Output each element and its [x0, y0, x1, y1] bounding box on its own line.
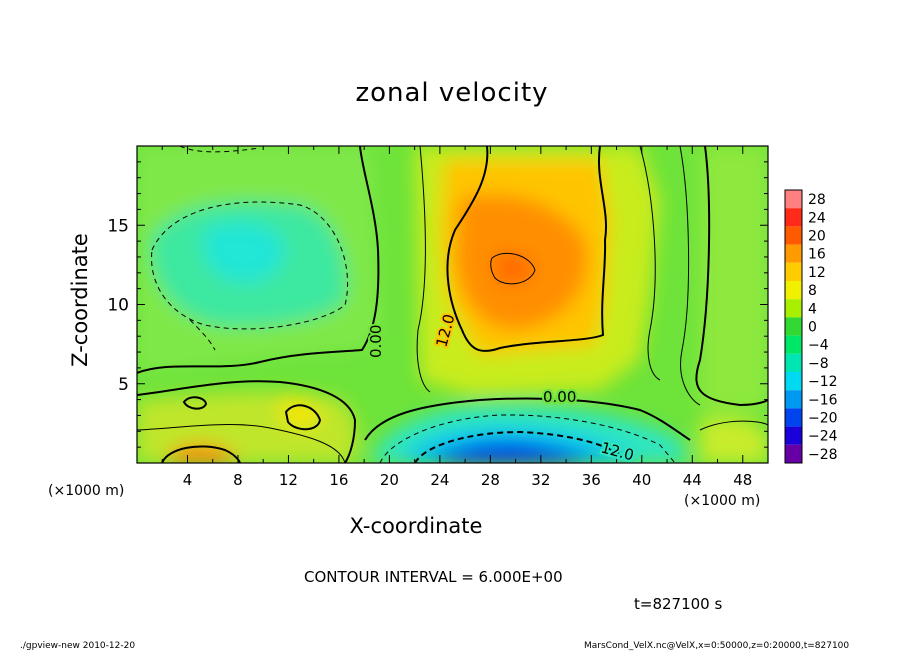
colorbar-swatch [785, 244, 802, 263]
y-axis-label: Z-coordinate [68, 233, 92, 367]
y-tick-label: 10 [107, 296, 129, 316]
x-tick-label: 12 [279, 471, 298, 489]
contour-line-top-dashed [179, 146, 261, 153]
y-axis-ticks: 5 10 15 [107, 161, 768, 448]
x-axis-ticks: 4 8 12 16 20 24 28 32 36 40 44 48 [161, 146, 752, 489]
x-tick-label: 8 [233, 471, 243, 489]
field-region-right [700, 146, 768, 410]
contour-line-tiny-loop [182, 396, 208, 410]
colorbar-label: −24 [808, 429, 838, 445]
colorbar-swatch [785, 226, 802, 245]
colorbar-label: −28 [808, 447, 838, 463]
colorbar-label: 4 [808, 301, 817, 317]
colorbar-frame [784, 189, 803, 464]
colorbar-label: 20 [808, 229, 826, 245]
footer-left: ./gpview-new 2010-12-20 [20, 641, 136, 651]
contour-line-far-right [679, 146, 701, 406]
x-tick-label: 32 [531, 471, 550, 489]
x-tick-label: 16 [329, 471, 348, 489]
colorbar-label: −16 [808, 392, 838, 408]
contour-line-upper-left-dashed [151, 201, 349, 330]
field-region-lower-left-spot [280, 397, 322, 429]
y-tick-label: 15 [107, 216, 129, 236]
contour-line-jet-core [414, 430, 631, 463]
colorbar-swatch [785, 426, 802, 445]
colorbar-label: −20 [808, 411, 838, 427]
colorbar-swatch [785, 190, 802, 209]
colorbar-swatch [785, 444, 802, 463]
colorbar-swatch [785, 208, 802, 227]
colorbar-label: −4 [808, 338, 829, 354]
y-tick-label: 5 [118, 375, 129, 395]
colorbar-swatch [785, 262, 802, 281]
contour-line-zero-left [137, 146, 380, 374]
colorbar-label: 24 [808, 210, 826, 226]
contour-label-zero-jet: 0.00 [543, 388, 576, 406]
contour-line-jet-dashed-outer [379, 414, 676, 463]
contour-label-zero-left: 0.00 [367, 325, 385, 358]
colorbar-swatch [785, 353, 802, 372]
contour-line-twelve-column [446, 146, 607, 352]
contour-line-lower-left-zero [137, 380, 357, 463]
x-tick-label: 4 [183, 471, 193, 489]
colorbar-swatch [785, 299, 802, 318]
x-tick-label: 20 [380, 471, 399, 489]
contour-line-lower-right [699, 420, 768, 431]
colorbar-swatch [785, 335, 802, 354]
colorbar-label: −12 [808, 374, 838, 390]
colorbar-label: 0 [808, 320, 817, 336]
x-unit-label-left: (×1000 m) [48, 483, 125, 499]
colorbar-swatch [785, 372, 802, 391]
colorbar-label: 8 [808, 283, 817, 299]
x-tick-label: 28 [481, 471, 500, 489]
footer-right: MarsCond_VelX.nc@VelX,x=0:50000,z=0:2000… [584, 641, 850, 651]
x-tick-label: 40 [632, 471, 651, 489]
colorbar-label: 28 [808, 192, 826, 208]
colorbar-swatch [785, 390, 802, 409]
contour-line-right-vertical [695, 146, 768, 407]
colorbar-swatch [785, 281, 802, 300]
x-tick-label: 44 [683, 471, 702, 489]
field-region-lower-right [700, 416, 768, 463]
x-axis-label: X-coordinate [349, 514, 483, 538]
colorbar-swatch [785, 317, 802, 336]
colorbar: 28 24 20 16 12 8 4 0 −4 −8 −12 −16 −20 −24 −28 [784, 189, 838, 464]
field-region-negative-core [203, 222, 285, 283]
colorbar-swatch [785, 408, 802, 427]
colorbar-label: 12 [808, 265, 826, 281]
contour-interval-text: CONTOUR INTERVAL = 6.000E+00 [304, 568, 563, 586]
time-label: t=827100 s [634, 595, 723, 613]
contour-line-peak [490, 252, 536, 285]
contour-line-left-dashed [189, 319, 216, 351]
x-tick-label: 48 [733, 471, 752, 489]
field-region-positive-peak [495, 252, 535, 284]
colorbar-label: −8 [808, 356, 829, 372]
x-tick-label: 36 [582, 471, 601, 489]
contour-line-zero-jet [364, 397, 691, 441]
colorbar-label: 16 [808, 247, 826, 263]
chart-title: zonal velocity [355, 78, 549, 108]
contour-line-small-loop [284, 404, 322, 431]
contour-line-column-thin-right [639, 146, 661, 381]
field-region-jet-core [430, 441, 595, 463]
contour-line-bottom-left-peak [161, 445, 241, 463]
x-tick-label: 24 [430, 471, 449, 489]
x-unit-label-right: (×1000 m) [684, 493, 761, 509]
contour-line-column-thin-left [416, 146, 431, 393]
contour-line-lower-left-thin [137, 424, 346, 463]
